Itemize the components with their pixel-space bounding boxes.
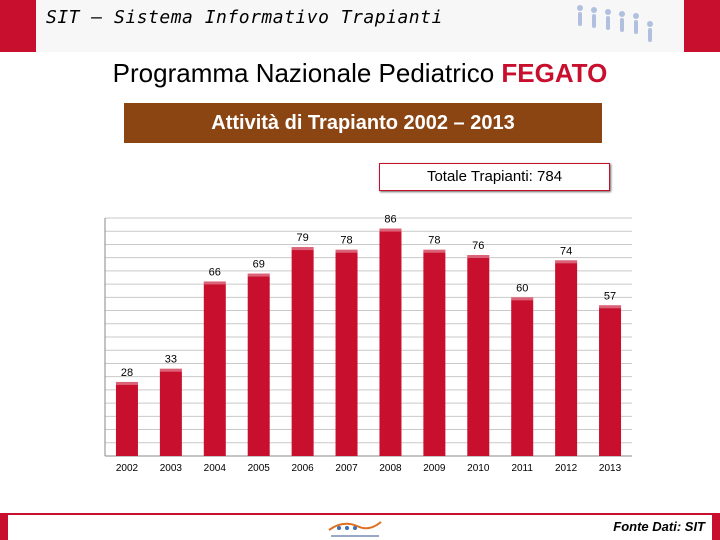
data-label: 60 (516, 282, 528, 294)
header-inner (36, 0, 684, 52)
bar-highlight (467, 255, 490, 259)
header-band: SIT – Sistema Informativo Trapianti (0, 0, 720, 52)
bar-2009 (423, 249, 446, 456)
bar-highlight (247, 273, 270, 277)
header-accent-left (0, 0, 36, 52)
bar-highlight (159, 368, 182, 372)
bar-highlight (423, 249, 446, 253)
data-label: 78 (340, 235, 352, 247)
data-label: 28 (121, 367, 133, 379)
header-title: SIT – Sistema Informativo Trapianti (46, 7, 443, 28)
data-label: 76 (472, 240, 484, 252)
header-accent-right (684, 0, 720, 52)
page-title-highlight: FEGATO (501, 58, 608, 88)
bar-2013 (599, 305, 622, 456)
data-label: 33 (165, 354, 177, 366)
x-tick-label: 2004 (204, 463, 227, 474)
bar-2011 (511, 297, 534, 456)
data-label: 74 (560, 245, 572, 257)
bar-2012 (555, 260, 578, 456)
bar-highlight (335, 249, 358, 253)
bar-highlight (203, 281, 226, 285)
x-tick-label: 2009 (423, 463, 446, 474)
bar-2002 (115, 381, 138, 456)
bar-2003 (159, 368, 182, 456)
x-tick-label: 2008 (379, 463, 402, 474)
page-title-prefix: Programma Nazionale Pediatrico (112, 58, 502, 88)
bar-highlight (555, 260, 578, 264)
x-tick-label: 2011 (511, 463, 533, 474)
bar-highlight (599, 305, 622, 309)
bar-highlight (291, 247, 314, 251)
page-title: Programma Nazionale Pediatrico FEGATO (0, 58, 720, 89)
x-tick-label: 2002 (116, 463, 139, 474)
data-source: Fonte Dati: SIT (613, 519, 705, 534)
total-transplants-box: Totale Trapianti: 784 (379, 163, 610, 191)
footer-accent-left (0, 513, 8, 540)
data-label: 86 (384, 214, 396, 226)
x-tick-label: 2005 (248, 463, 271, 474)
x-tick-label: 2010 (467, 463, 490, 474)
data-label: 69 (253, 259, 265, 271)
data-label: 66 (209, 266, 221, 278)
bar-2010 (467, 255, 490, 456)
footer-divider (8, 513, 712, 515)
bar-highlight (115, 381, 138, 385)
footer-accent-right (712, 513, 720, 540)
chart-title-banner: Attività di Trapianto 2002 – 2013 (124, 103, 602, 143)
bar-highlight (511, 297, 534, 301)
bar-highlight (379, 228, 402, 232)
data-label: 57 (604, 290, 616, 302)
people-logo-icon (577, 5, 653, 42)
x-tick-label: 2012 (555, 463, 578, 474)
bar-2007 (335, 249, 358, 456)
x-tick-label: 2006 (292, 463, 315, 474)
bar-2006 (291, 247, 314, 456)
x-tick-label: 2013 (599, 463, 622, 474)
bar-2008 (379, 228, 402, 456)
data-label: 78 (428, 235, 440, 247)
centro-nazionale-trapianti-logo-icon (328, 521, 382, 537)
x-tick-label: 2007 (335, 463, 358, 474)
data-label: 79 (297, 232, 309, 244)
x-tick-label: 2003 (160, 463, 183, 474)
bar-2005 (247, 273, 270, 456)
bar-2004 (203, 281, 226, 456)
